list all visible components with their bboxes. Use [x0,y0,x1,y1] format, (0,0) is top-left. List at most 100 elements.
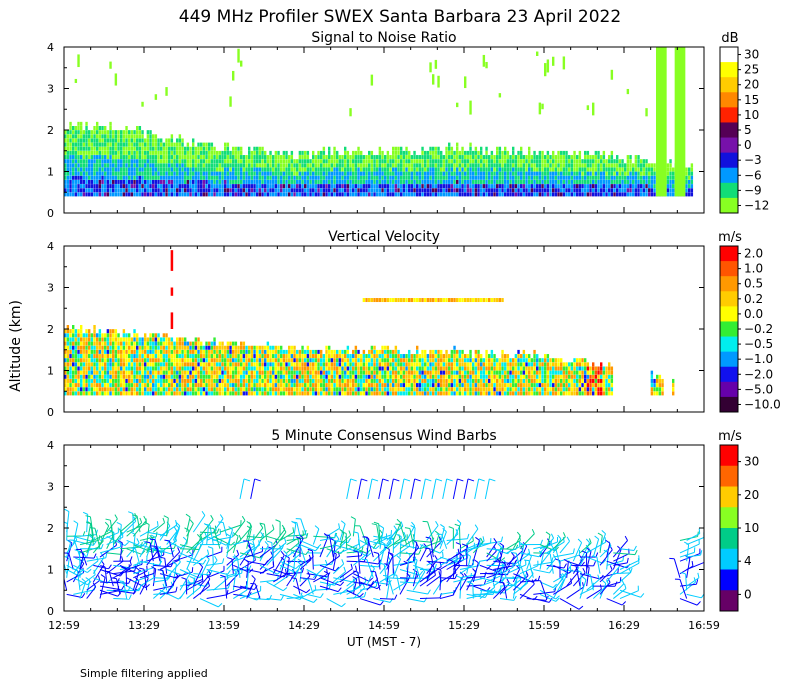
snr-cell [512,188,515,193]
snr-cell [666,163,670,168]
vv-cell [240,370,243,375]
snr-cell [504,184,507,189]
snr-cell [352,171,355,176]
vv-cell [141,354,144,359]
snr-cell [197,184,200,189]
vv-cell [261,370,264,375]
vv-cell [445,349,448,354]
snr-cell [616,167,619,172]
snr-cell [80,126,83,130]
vv-cell [493,383,496,388]
vv-cell [170,358,174,363]
snr-cell [224,142,227,147]
snr-cell [221,163,224,168]
snr-cell [392,155,395,160]
snr-cell [608,184,611,189]
snr-cell [392,179,395,184]
vv-cell [309,354,312,359]
vv-cell [328,370,331,375]
snr-cell [320,184,323,189]
snr-cell [226,179,230,184]
vv-cell [181,391,184,396]
vv-cell [466,378,470,383]
snr-cell [112,159,115,164]
snr-cell [477,159,480,164]
vv-cell [82,358,86,363]
snr-cell [466,155,470,160]
snr-cell [402,188,406,193]
snr-cell [549,171,552,176]
snr-cell [314,188,318,193]
snr-cell [560,175,563,180]
vv-cell [189,349,192,354]
snr-cell [74,159,78,164]
snr-cell [258,155,262,160]
vv-cell [162,354,166,359]
vv-cell [370,387,374,392]
snr-cell [389,163,392,168]
snr-cell [450,184,454,189]
snr-cell [570,188,574,193]
snr-cell [93,188,96,193]
snr-cell [282,171,286,176]
snr-cell [613,184,616,189]
snr-cell [458,179,462,184]
snr-cell [154,171,158,176]
snr-cell [456,142,459,147]
vv-cell [130,358,134,363]
snr-cell [237,167,240,172]
snr-cell [597,159,600,164]
snr-cell [154,163,158,168]
vv-cell [66,391,70,396]
snr-cell [141,192,144,197]
snr-cell [128,146,131,151]
vv-cell [253,345,256,350]
snr-cell [426,171,430,176]
vv-cell [288,374,291,379]
vv-cell [386,387,390,392]
vv-cell [474,391,478,396]
vv-cell [362,349,366,354]
vv-cell [218,378,222,383]
snr-cell [594,150,598,155]
snr-cell [285,171,288,176]
vv-cell [226,370,230,375]
snr-cell [349,179,352,184]
snr-cell [205,146,208,151]
vv-cell [226,349,230,354]
figure-title: 449 MHz Profiler SWEX Santa Barbara 23 A… [179,7,621,27]
vv-cell [240,378,243,383]
vv-cell [90,374,94,379]
vv-cell [112,341,115,346]
snr-cell [120,155,123,160]
snr-cell [304,175,307,180]
snr-cell [354,159,358,164]
snr-cell [432,167,435,172]
vv-cell [325,387,328,392]
snr-cell [509,159,512,164]
snr-cell [130,159,134,164]
vv-cell [464,358,467,363]
snr-cell [402,179,406,184]
snr-cell [346,171,350,176]
vv-cell [82,387,86,392]
snr-cell [194,159,198,164]
vv-cell [424,374,427,379]
snr-cell [557,150,560,155]
snr-cell [165,171,168,176]
vv-cell [69,374,72,379]
vv-cell [496,383,499,388]
vv-cell [373,387,376,392]
snr-cell [509,184,512,189]
vv-cell [149,337,152,342]
vv-cell [445,362,448,367]
vv-cell [210,345,214,350]
vv-cell [432,370,435,375]
snr-cell [448,167,451,172]
snr-cell [338,155,342,160]
vv-cell [293,387,296,392]
snr-cell [181,155,184,160]
vv-cell [88,329,91,334]
snr-cell [242,167,246,172]
snr-cell [426,159,430,164]
